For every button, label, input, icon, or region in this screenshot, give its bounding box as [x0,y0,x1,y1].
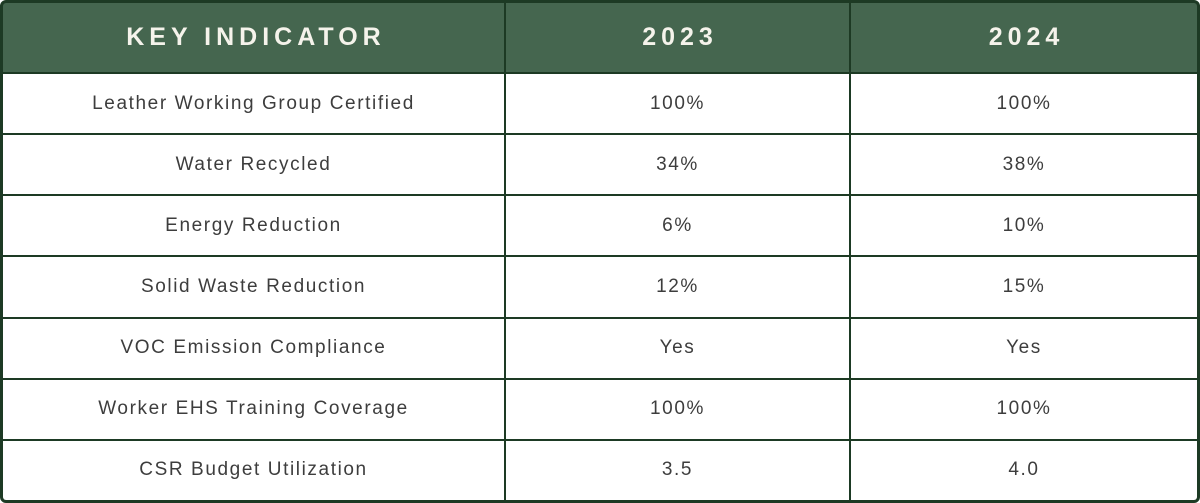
table-row-indicator: Leather Working Group Certified [3,74,504,134]
table-row-value-2024: 100% [851,379,1197,439]
column-header-key-indicator: KEY INDICATOR [3,3,504,72]
table-row-value-2023: 100% [506,74,849,134]
table-row-value-2024: 38% [851,135,1197,195]
table-row-indicator: Water Recycled [3,135,504,195]
table-row-value-2023: 100% [506,379,849,439]
table-row-indicator: VOC Emission Compliance [3,318,504,378]
table-row-indicator: Worker EHS Training Coverage [3,379,504,439]
table-row-value-2023: Yes [506,318,849,378]
table-row-value-2023: 12% [506,257,849,317]
column-header-2024: 2024 [851,3,1197,72]
table-row-value-2024: 15% [851,257,1197,317]
table-row-indicator: Solid Waste Reduction [3,257,504,317]
table-row-value-2024: 10% [851,196,1197,256]
table-row-value-2023: 34% [506,135,849,195]
table-row-value-2024: 100% [851,74,1197,134]
table-row-indicator: CSR Budget Utilization [3,440,504,500]
table-row-indicator: Energy Reduction [3,196,504,256]
table-row-value-2024: Yes [851,318,1197,378]
table-row-value-2023: 3.5 [506,440,849,500]
table-row-value-2023: 6% [506,196,849,256]
table-row-value-2024: 4.0 [851,440,1197,500]
column-header-2023: 2023 [506,3,849,72]
